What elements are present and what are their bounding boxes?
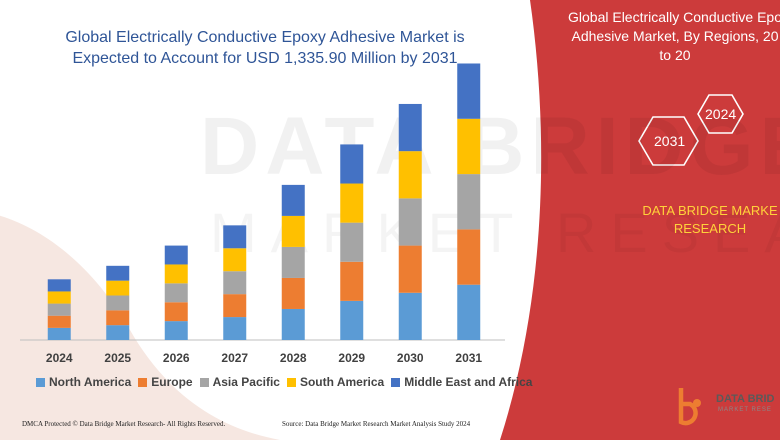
legend-swatch <box>138 377 148 387</box>
bar-segment <box>164 245 188 265</box>
bar-segment <box>398 151 422 199</box>
bar-segment <box>340 144 364 184</box>
bar-segment <box>223 225 247 249</box>
bar-segment <box>47 315 71 328</box>
bar-segment <box>106 310 130 326</box>
bar-segment <box>47 303 71 316</box>
bar-segment <box>398 292 422 340</box>
bar-segment <box>281 184 305 216</box>
bar-segment <box>47 291 71 304</box>
bar-segment <box>281 277 305 309</box>
bar-segment <box>223 294 247 318</box>
watermark-subtext: MARKET RESEARCH <box>210 200 780 265</box>
bar-segment <box>340 261 364 301</box>
legend-label: North America <box>49 375 132 389</box>
x-tick-label: 2025 <box>104 351 131 365</box>
bar-segment <box>457 174 481 230</box>
bar-segment <box>164 321 188 340</box>
bar-segment <box>457 229 481 285</box>
bar-segment <box>223 317 247 340</box>
left-swoosh <box>0 215 280 440</box>
legend-swatch <box>286 377 296 387</box>
bar-segment <box>106 265 130 281</box>
watermark-text: DATA BRIDGE <box>200 101 780 192</box>
legend-label: Middle East and Africa <box>404 375 533 389</box>
legend-item-south-america: South America <box>286 375 385 389</box>
bar-segment <box>457 118 481 175</box>
bar-segment <box>164 302 188 322</box>
x-tick-label: 2027 <box>221 351 248 365</box>
footer-source: Source: Data Bridge Market Research Mark… <box>282 420 471 428</box>
bar-segment <box>281 308 305 340</box>
legend-swatch <box>199 377 209 387</box>
x-tick-label: 2030 <box>397 351 424 365</box>
panel-title-line-3: to 20 <box>659 47 691 63</box>
bar-segment <box>106 325 130 340</box>
bar-segment <box>398 198 422 246</box>
bar-segment <box>164 283 188 303</box>
bar-segment <box>223 248 247 272</box>
bar-segment <box>106 295 130 311</box>
hexagon-label-2031: 2031 <box>654 133 686 149</box>
red-panel <box>500 0 780 440</box>
chart-title-line-1: Global Electrically Conductive Epoxy Adh… <box>65 29 465 46</box>
bar-segment <box>340 183 364 223</box>
bar-segment <box>398 245 422 293</box>
bar-segment <box>281 246 305 278</box>
footer-copyright: DMCA Protected © Data Bridge Market Rese… <box>22 420 226 428</box>
bar-segment <box>281 215 305 247</box>
bar-segment <box>47 327 71 340</box>
bar-segment <box>223 271 247 295</box>
chart-title-line-2: Expected to Account for USD 1,335.90 Mil… <box>72 50 458 67</box>
legend-swatch <box>391 377 401 387</box>
legend-swatch <box>36 377 45 387</box>
panel-brand-line-1: DATA BRIDGE MARKE <box>642 203 778 218</box>
bar-segment <box>47 279 71 292</box>
x-tick-label: 2031 <box>455 351 482 365</box>
panel-title: Global Electrically Conductive Epo Adhes… <box>545 8 780 65</box>
bar-segment <box>340 300 364 340</box>
legend-item-middle-east-africa: Middle East and Africa <box>391 375 532 389</box>
logo-subtitle: MARKET RESE <box>718 407 772 413</box>
hexagon-2031 <box>638 116 699 166</box>
x-tick-label: 2028 <box>280 351 307 365</box>
chart-legend: North America Europe Asia Pacific South … <box>36 375 539 389</box>
bar-segment <box>106 280 130 296</box>
legend-label: South America <box>299 375 385 389</box>
x-tick-label: 2029 <box>338 351 365 365</box>
panel-title-line-1: Global Electrically Conductive Epo <box>568 9 780 25</box>
bar-segment <box>457 63 481 119</box>
legend-label: Europe <box>151 375 193 389</box>
logo-name: DATA BRID <box>716 393 775 405</box>
panel-title-line-2: Adhesive Market, By Regions, 20 <box>571 28 779 44</box>
hexagon-2024 <box>697 94 744 134</box>
legend-item-europe: Europe <box>138 375 193 389</box>
bar-segment <box>457 284 481 340</box>
stacked-bar-chart: 2024 2025 2026 2027 2028 2029 2030 2031 <box>20 63 505 365</box>
legend-label: Asia Pacific <box>212 375 280 389</box>
legend-item-asia-pacific: Asia Pacific <box>199 375 280 389</box>
x-tick-label: 2026 <box>163 351 190 365</box>
logo-icon <box>678 388 701 426</box>
bar-segment <box>340 222 364 262</box>
x-tick-label: 2024 <box>46 351 73 365</box>
chart-title: Global Electrically Conductive Epoxy Adh… <box>40 27 490 69</box>
hexagon-label-2024: 2024 <box>705 106 737 122</box>
panel-brand-text: DATA BRIDGE MARKE RESEARCH <box>610 202 780 238</box>
legend-item-north-america: North America <box>36 375 131 389</box>
panel-brand-line-2: RESEARCH <box>673 221 747 236</box>
bar-segment <box>398 103 422 152</box>
bar-segment <box>164 264 188 284</box>
